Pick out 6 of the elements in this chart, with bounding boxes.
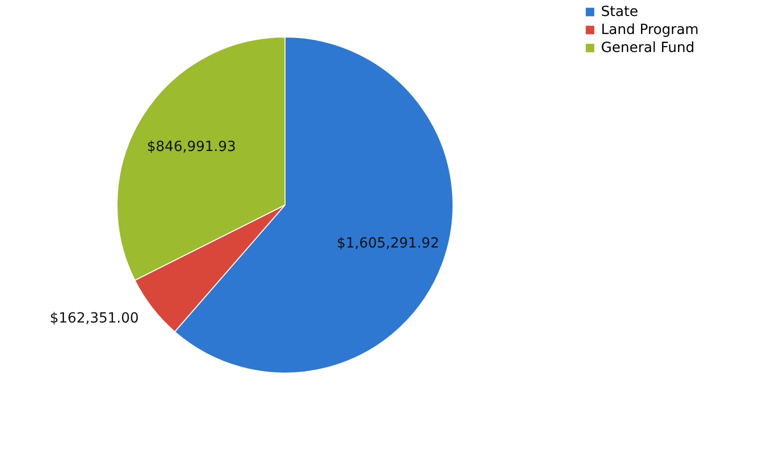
legend-label: State	[601, 4, 638, 20]
data-label: $1,605,291.92	[336, 236, 440, 252]
legend-label: General Fund	[601, 40, 695, 56]
data-label: $162,351.00	[50, 310, 139, 326]
data-label: $846,991.93	[146, 139, 236, 156]
legend-label: Land Program	[601, 22, 699, 38]
